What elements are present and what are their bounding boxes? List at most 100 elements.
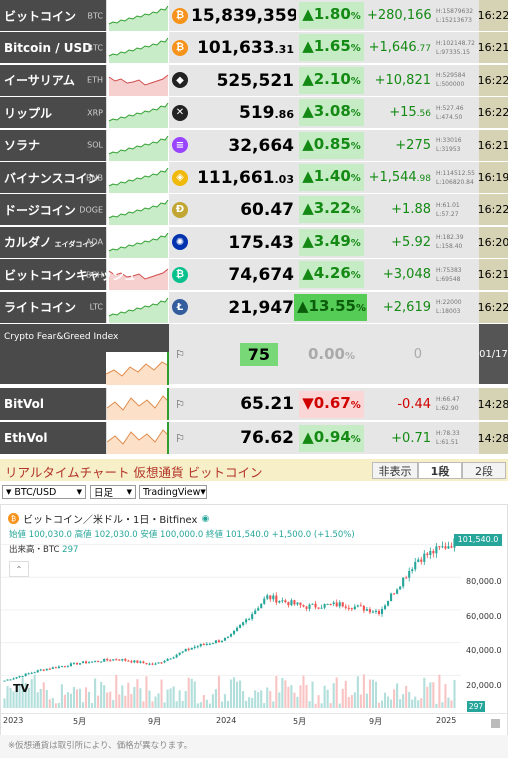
candle-body (191, 648, 193, 650)
y-tick: 40,000.0 (466, 646, 502, 655)
candle-body (284, 600, 286, 602)
volume-bar (64, 695, 66, 708)
candle-body (224, 638, 226, 641)
percent-change-cell: ▲3.49% (296, 227, 367, 258)
candle-body (212, 643, 214, 644)
candle-body (124, 659, 126, 661)
tab-one-row[interactable]: 1段 (418, 462, 462, 479)
volume-bar (206, 700, 208, 708)
source-select[interactable]: TradingView ▼ (139, 485, 207, 499)
volume-bar (46, 690, 48, 708)
price-row[interactable]: ビットコイン BTC ₿ 15,839,359 ▲1.80% +280,166 H:1587… (0, 0, 508, 32)
candle-body (218, 640, 220, 642)
alert-bell-icon[interactable]: ⚐ (169, 388, 191, 420)
volume-bar (167, 690, 169, 708)
price-row[interactable]: ビットコインキャッシュ BCH ₿ 74,674 ▲4.26% +3,048 H:75383… (0, 259, 508, 291)
tradingview-logo-icon[interactable]: TV (13, 682, 29, 695)
volume-bar (79, 689, 81, 708)
absolute-change: +0.71 (367, 422, 434, 454)
candle-body (281, 600, 283, 601)
alert-bell-icon[interactable]: ⚐ (169, 324, 191, 384)
high-value: H:182.39 (436, 233, 479, 242)
absolute-change: +280,166 (367, 0, 434, 31)
candle-body (49, 669, 51, 670)
sparkline-area (107, 396, 169, 420)
candle-body (127, 661, 129, 662)
volume-bar (9, 688, 11, 708)
sparkline-area (109, 233, 168, 258)
price-row[interactable]: ソラナ SOL ≡ 32,664 ▲0.85% +275 H:33016 L:31953 16:… (0, 130, 508, 162)
sparkline-chart (107, 65, 169, 96)
percent-change-cell: ▲1.80% (296, 0, 367, 31)
pair-select[interactable]: ▼ BTC/USD ▼ (2, 485, 86, 499)
update-time: 14:28 (479, 422, 508, 454)
candle-body (333, 602, 335, 603)
volume-bar (34, 675, 36, 708)
price-row[interactable]: イーサリアム ETH ◆ 525,521 ▲2.10% +10,821 H:529584 L:… (0, 65, 508, 97)
price-row[interactable]: ライトコイン LTC Ł 21,947 ▲13.55% +2,619 H:22000 L:18… (0, 292, 508, 324)
candle-body (194, 647, 196, 648)
candle-body (28, 673, 30, 674)
price-row[interactable]: バイナンスコイン BNB ◈ 111,661.03 ▲1.40% +1,544.98 H:1… (0, 162, 508, 194)
volume-bar (342, 689, 344, 708)
update-time: 16:22 (479, 292, 508, 323)
volume-bar (315, 704, 317, 708)
volatility-row[interactable]: EthVol ⚐ 76.62 ▲0.94% +0.71 H:78.33 L:61.51 14:… (0, 422, 508, 455)
volatility-row[interactable]: BitVol ⚐ 65.21 ▼0.67% -0.44 H:66.47 L:62.90 14:… (0, 388, 508, 421)
candle-body (209, 644, 211, 645)
fear-greed-row[interactable]: Crypto Fear&Greed Index ⚐ 75 0.00% 0 01/17 (0, 324, 508, 385)
price-row[interactable]: ドージコイン DOGE Ð 60.47 ▲3.22% +1.88 H:61.01 L:57.2… (0, 194, 508, 226)
candle-body (64, 666, 66, 667)
volume-tag: 297 (467, 701, 485, 712)
price-value: 60.47 (191, 194, 296, 225)
candle-body (420, 559, 422, 561)
vol-name: EthVol (4, 431, 47, 445)
candle-body (151, 664, 153, 665)
price-value: 525,521 (191, 65, 296, 96)
volume-bar (429, 682, 431, 708)
candle-body (432, 551, 434, 553)
tab-hide[interactable]: 非表示 (372, 462, 418, 479)
candle-body (402, 578, 404, 587)
candle-body (327, 604, 329, 605)
volume-bar (179, 690, 181, 708)
volume-bar (311, 682, 313, 708)
coin-name-cell: Bitcoin / USD BTC (0, 32, 106, 63)
settings-icon[interactable] (491, 719, 500, 728)
period-select[interactable]: 日足 ▼ (90, 485, 136, 499)
candle-body (417, 559, 419, 561)
tab-two-rows[interactable]: 2段 (462, 462, 506, 479)
price-row[interactable]: リップル XRP ✕ 519.86 ▲3.08% +15.56 H:527.46 L:474.… (0, 97, 508, 129)
candle-body (100, 662, 102, 663)
absolute-change: +5.92 (367, 227, 434, 258)
chevron-down-icon: ▼ (77, 488, 82, 496)
tradingview-chart[interactable]: ₿ ビットコイン／米ドル・1日・Bitfinex ◉ 始値 100,030.0 … (0, 504, 508, 736)
volume-bar (31, 679, 33, 708)
candle-body (236, 628, 238, 631)
coin-name-cell: ライトコイン LTC (0, 292, 106, 323)
coin-name: リップル (4, 104, 52, 121)
volume-bars (3, 674, 455, 708)
price-row[interactable]: Bitcoin / USD BTC ₿ 101,633.31 ▲1.65% +1,646.… (0, 32, 508, 64)
candle-body (366, 609, 368, 610)
collapse-button[interactable]: ⌃ (9, 561, 29, 577)
absolute-change: -0.44 (367, 388, 434, 420)
candle-body (133, 660, 135, 662)
price-row[interactable]: カルダノ エイダコイン ADA ✺ 175.43 ▲3.49% +5.92 H:182.39 L… (0, 227, 508, 259)
dogecoin-icon: Ð (172, 202, 188, 218)
absolute-change: +3,048 (367, 259, 434, 290)
percent-change: ▲1.40% (299, 164, 364, 191)
volume-bar (447, 698, 449, 708)
chart-controls: ▼ BTC/USD ▼ 日足 ▼ TradingView ▼ (0, 483, 508, 502)
y-tick: 20,000.0 (466, 681, 502, 690)
candle-body (182, 651, 184, 652)
volume-bar (248, 697, 250, 708)
candle-body (179, 653, 181, 655)
update-time: 16:22 (479, 194, 508, 225)
alert-bell-icon[interactable]: ⚐ (169, 422, 191, 454)
coin-name: イーサリアム (4, 72, 75, 89)
low-value: L:106820.84 (436, 178, 479, 187)
volume-bar (444, 684, 446, 708)
fear-greed-value-cell: 75 (191, 324, 296, 384)
candle-body (399, 587, 401, 590)
